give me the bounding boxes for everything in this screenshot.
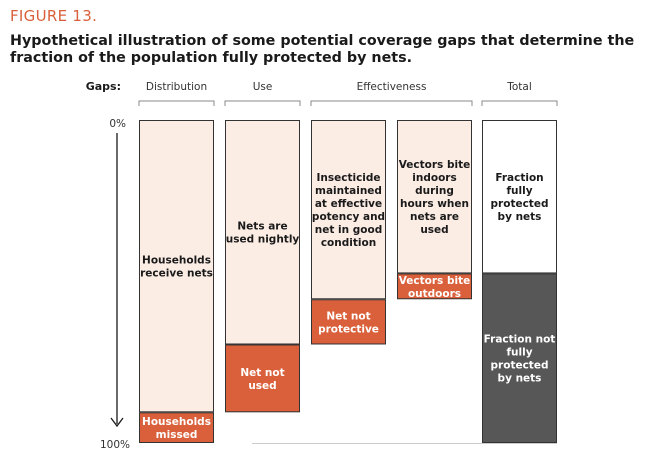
- group-header-1: Use: [253, 81, 273, 93]
- bar-1-segment-0-label-line: used nightly: [226, 234, 300, 246]
- bar-4-segment-0-label-line: Fraction: [495, 172, 543, 184]
- bar-1-segment-1-label-line: used: [248, 380, 276, 392]
- bar-2-segment-0-label-line: potency and: [312, 211, 385, 223]
- bar-3-segment-0-label: Vectors bite indoors during hours when nets …: [399, 159, 470, 236]
- group-bracket-3: [481, 100, 558, 106]
- bar-0-segment-1-label-line: missed: [156, 429, 198, 441]
- bar-4-segment-1: [482, 273, 557, 443]
- group-bracket-1: [224, 100, 301, 106]
- bar-4-segment-1-label-line: fully: [506, 347, 532, 359]
- group-bracket-2: [310, 100, 473, 106]
- bar-2-segment-1-label: Net not protective: [318, 310, 379, 335]
- bar-2-segment-0-label-line: net in good: [315, 224, 382, 236]
- bar-3-segment-0: [397, 120, 472, 274]
- figure-label: FIGURE 13.: [10, 7, 98, 25]
- bar-3-segment-1-label: Vectors bite outdoors: [399, 275, 470, 300]
- bar-1-segment-0-label-line: Nets are: [237, 221, 287, 233]
- bar-4-segment-0: [482, 120, 557, 274]
- bar-0-segment-0-label-line: Households: [142, 255, 211, 267]
- bar-2-segment-1: [311, 299, 386, 345]
- bar-3-segment-0-label-line: indoors: [412, 172, 456, 184]
- bar-2-segment-1-label-line: protective: [318, 323, 379, 335]
- y-axis-top-label: 0%: [109, 118, 126, 130]
- bar-4-segment-0-label: Fraction fully protected by nets: [491, 172, 549, 223]
- bar-1-segment-1: [225, 344, 300, 413]
- bar-3-segment-0-label-line: hours when: [400, 198, 469, 210]
- bar-4-segment-0-label-line: by nets: [498, 211, 542, 223]
- bar-2-segment-0-label-line: maintained: [315, 185, 382, 197]
- bar-4-segment-0-label-line: protected: [491, 198, 549, 210]
- bar-4-segment-1-label: Fraction not fully protected by nets: [484, 334, 556, 385]
- bar-3-segment-1-label-line: Vectors bite: [399, 275, 470, 287]
- y-axis-bottom-label: 100%: [100, 439, 130, 450]
- bar-0-segment-0-label: Households receive nets: [140, 255, 213, 280]
- bar-4-segment-1-label-line: Fraction not: [484, 334, 556, 346]
- group-header-2: Effectiveness: [357, 81, 427, 93]
- bar-2-segment-0-label-line: condition: [321, 237, 376, 249]
- bar-0-segment-0-label-line: receive nets: [140, 268, 213, 280]
- bar-2-segment-0-label-line: Insecticide: [316, 172, 380, 184]
- bar-0-segment-1-label-line: Households: [142, 416, 211, 428]
- bar-2-segment-0-label: Insecticide maintained at effective potency…: [312, 172, 385, 249]
- group-header-0: Distribution: [146, 81, 207, 93]
- bar-3-segment-0-label-line: used: [420, 224, 448, 236]
- bar-1-segment-0-label: Nets are used nightly: [226, 221, 300, 246]
- bar-4-segment-1-label-line: by nets: [498, 373, 542, 385]
- bar-2-segment-0: [311, 120, 386, 300]
- bar-0-segment-1: [139, 412, 214, 444]
- bar-2-segment-0-label-line: at effective: [315, 198, 382, 210]
- bar-1-segment-0: [225, 120, 300, 345]
- group-header-3: Total: [506, 81, 532, 93]
- bar-1-segment-1-label-line: Net not: [240, 367, 284, 379]
- group-bracket-0: [138, 100, 215, 106]
- bar-3-segment-0-label-line: Vectors bite: [399, 159, 470, 171]
- bar-4-segment-1-label-line: protected: [491, 360, 549, 372]
- bar-0-segment-1-label: Households missed: [142, 416, 211, 441]
- bar-1-segment-1-label: Net not used: [240, 367, 284, 392]
- gaps-label: Gaps:: [86, 80, 121, 93]
- bar-3-segment-0-label-line: during: [415, 185, 454, 197]
- bar-2-segment-1-label-line: Net not: [326, 310, 370, 322]
- bar-3-segment-1-label-line: outdoors: [408, 288, 461, 300]
- bar-3-segment-1: [397, 273, 472, 300]
- y-axis-arrowhead: [110, 417, 124, 428]
- bar-3-segment-0-label-line: nets are: [410, 211, 459, 223]
- bar-0-segment-0: [139, 120, 214, 413]
- chart-title: Hypothetical illustration of some potent…: [10, 33, 635, 66]
- bar-4-segment-0-label-line: fully: [506, 185, 532, 197]
